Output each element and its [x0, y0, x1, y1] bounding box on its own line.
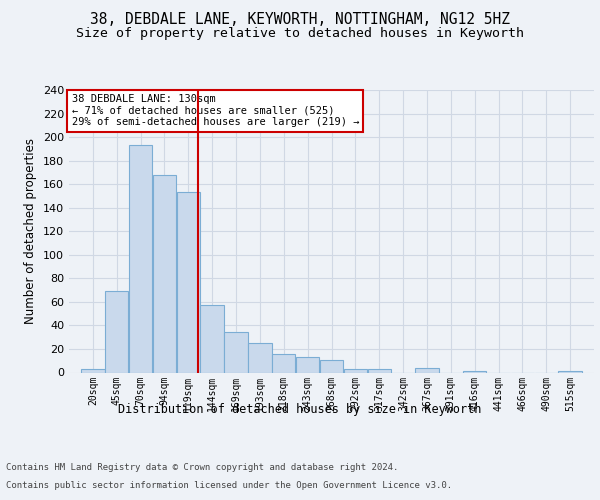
Bar	[153, 175, 176, 372]
Text: Distribution of detached houses by size in Keyworth: Distribution of detached houses by size …	[118, 402, 482, 415]
Bar	[81, 369, 104, 372]
Y-axis label: Number of detached properties: Number of detached properties	[25, 138, 37, 324]
Text: Contains public sector information licensed under the Open Government Licence v3: Contains public sector information licen…	[6, 481, 452, 490]
Text: 38 DEBDALE LANE: 130sqm
← 71% of detached houses are smaller (525)
29% of semi-d: 38 DEBDALE LANE: 130sqm ← 71% of detache…	[71, 94, 359, 128]
Bar	[176, 192, 200, 372]
Bar	[200, 306, 224, 372]
Text: Size of property relative to detached houses in Keyworth: Size of property relative to detached ho…	[76, 28, 524, 40]
Bar	[344, 369, 367, 372]
Bar	[296, 357, 319, 372]
Bar	[224, 332, 248, 372]
Bar	[368, 369, 391, 372]
Bar	[129, 146, 152, 372]
Text: 38, DEBDALE LANE, KEYWORTH, NOTTINGHAM, NG12 5HZ: 38, DEBDALE LANE, KEYWORTH, NOTTINGHAM, …	[90, 12, 510, 28]
Bar	[248, 343, 272, 372]
Bar	[320, 360, 343, 372]
Bar	[415, 368, 439, 372]
Bar	[105, 292, 128, 372]
Text: Contains HM Land Registry data © Crown copyright and database right 2024.: Contains HM Land Registry data © Crown c…	[6, 462, 398, 471]
Bar	[272, 354, 295, 372]
